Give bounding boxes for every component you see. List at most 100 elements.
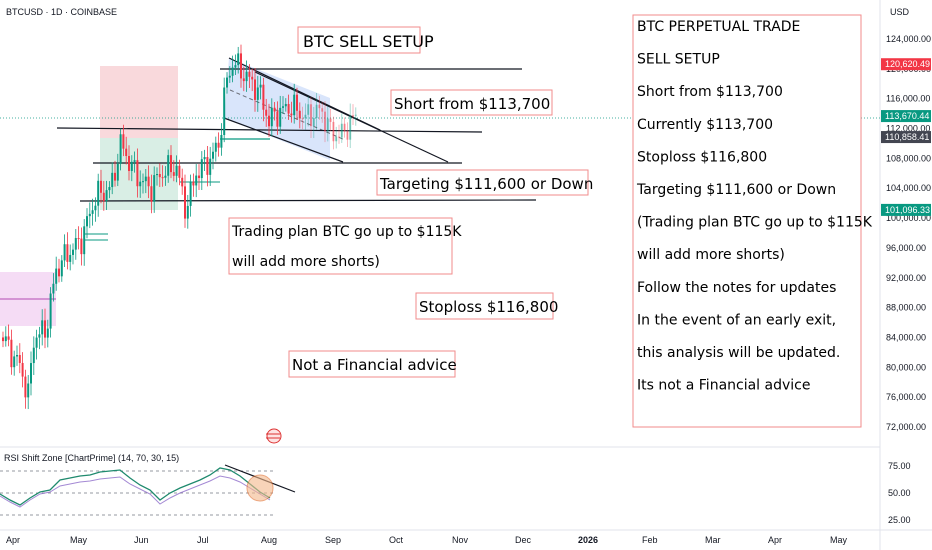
candle-body (287, 103, 290, 114)
candle-body (251, 76, 254, 80)
candle-body (248, 71, 251, 77)
candle-body (119, 134, 122, 164)
rsi-highlight-circle (246, 474, 274, 502)
sell-setup-box (297, 26, 421, 54)
candle-body (108, 187, 111, 191)
candle-body (144, 176, 147, 182)
price-tick-label: 124,000.00 (886, 34, 931, 44)
tradingview-emoji-icon[interactable] (266, 428, 282, 444)
candle-body (128, 155, 130, 172)
candle-body (41, 320, 44, 335)
candle-body (130, 161, 133, 172)
candle-body (60, 260, 63, 277)
notes-line: Its not a Financial advice (637, 378, 810, 394)
candle-body (206, 157, 209, 175)
candle-body (21, 362, 24, 377)
candle-body (175, 165, 178, 176)
candle-body (4, 336, 7, 342)
candle-body (349, 115, 352, 140)
rsi-axis: 75.00 50.00 25.00 (888, 461, 911, 525)
notes-line: this analysis will be updated. (637, 345, 840, 361)
candle-body (147, 176, 150, 187)
candle-body (209, 158, 212, 175)
candle-body (35, 337, 38, 348)
price-tick-label: 112,000.00 (886, 124, 930, 134)
entry-level-line (56, 127, 483, 133)
candle-body (139, 181, 142, 187)
sell-setup-label: BTC SELL SETUP (303, 32, 434, 51)
trading-plan-box (228, 217, 453, 275)
candle-body (88, 213, 91, 217)
time-tick-label: May (830, 535, 848, 545)
time-tick-label: May (70, 535, 88, 545)
candle-body (298, 110, 301, 119)
price-tick-label: 108,000.00 (886, 153, 931, 163)
price-badge: 101,096.33 (881, 203, 931, 216)
price-tick-label: 76,000.00 (886, 392, 926, 402)
symbol-title[interactable]: BTCUSD · 1D · COINBASE (6, 7, 117, 17)
notes-line: Targeting $111,600 or Down (636, 182, 836, 198)
rsi-tick-label: 25.00 (888, 515, 911, 525)
candle-body (170, 155, 172, 173)
candle-body (192, 181, 195, 186)
time-tick-label: Aug (261, 535, 277, 545)
candle-body (100, 180, 102, 193)
rsi-tick-label: 75.00 (888, 461, 911, 471)
candle-body (354, 114, 357, 116)
candle-body (279, 107, 282, 127)
price-badge-label: 101,096.33 (885, 205, 930, 215)
candle-body (296, 94, 298, 111)
candle-body (315, 104, 318, 119)
price-axis[interactable]: 124,000.00120,000.00116,000.00112,000.00… (886, 34, 931, 432)
candle-body (254, 79, 256, 100)
candle-body (63, 244, 66, 261)
short-from-box (390, 89, 553, 116)
candle-body (276, 111, 279, 127)
candle-body (352, 115, 354, 117)
price-badge-label: 110,858.41 (885, 132, 929, 142)
targeting-label: Targeting $111,600 or Down (379, 175, 593, 193)
candle-body (142, 181, 144, 183)
candle-body (91, 210, 94, 214)
candle-body (49, 293, 52, 329)
candle-body (231, 67, 234, 76)
candle-body (55, 268, 58, 284)
indicator-label[interactable]: RSI Shift Zone [ChartPrime] (14, 70, 30,… (4, 453, 179, 463)
candle-body (186, 205, 189, 219)
targeting-box (376, 169, 589, 196)
disclaimer-label: Not a Financial advice (292, 356, 457, 374)
candle-body (97, 180, 100, 206)
time-tick-label: Apr (768, 535, 782, 545)
notes-line: Stoploss $116,800 (637, 149, 767, 165)
candle-body (310, 104, 312, 127)
candle-body (16, 355, 18, 357)
notes-line: SELL SETUP (637, 52, 720, 68)
candle-body (212, 151, 214, 159)
time-axis[interactable]: Apr May Jun Jul Aug Sep Oct Nov Dec 2026 Feb Mar Apr… (6, 535, 848, 545)
candlestick-series[interactable] (2, 44, 357, 410)
candle-body (105, 190, 108, 201)
candle-body (312, 118, 315, 127)
price-tick-label: 88,000.00 (886, 303, 926, 313)
time-tick-label: 2026 (578, 535, 598, 545)
time-tick-label: Apr (6, 535, 20, 545)
notes-line: In the event of an early exit, (637, 312, 836, 328)
candle-body (38, 334, 41, 338)
candle-body (332, 121, 335, 142)
support-level-line (79, 199, 537, 202)
price-badges: 120,620.49 113,670.44 110,858.41 101,096.33 (881, 58, 931, 216)
currency-label: USD (890, 7, 910, 17)
time-tick-label: Jul (197, 535, 209, 545)
candle-body (282, 106, 284, 108)
candle-body (301, 118, 304, 120)
candle-body (58, 268, 60, 277)
notes-list: BTC PERPETUAL TRADE SELL SETUP Short from … (636, 19, 873, 394)
price-badge-label: 113,670.44 (885, 111, 929, 121)
candle-body (346, 131, 349, 140)
candle-body (228, 75, 231, 78)
candle-body (340, 123, 343, 138)
price-tick-label: 96,000.00 (886, 243, 926, 253)
wedge-upper-line (254, 71, 449, 163)
candle-body (52, 283, 55, 294)
